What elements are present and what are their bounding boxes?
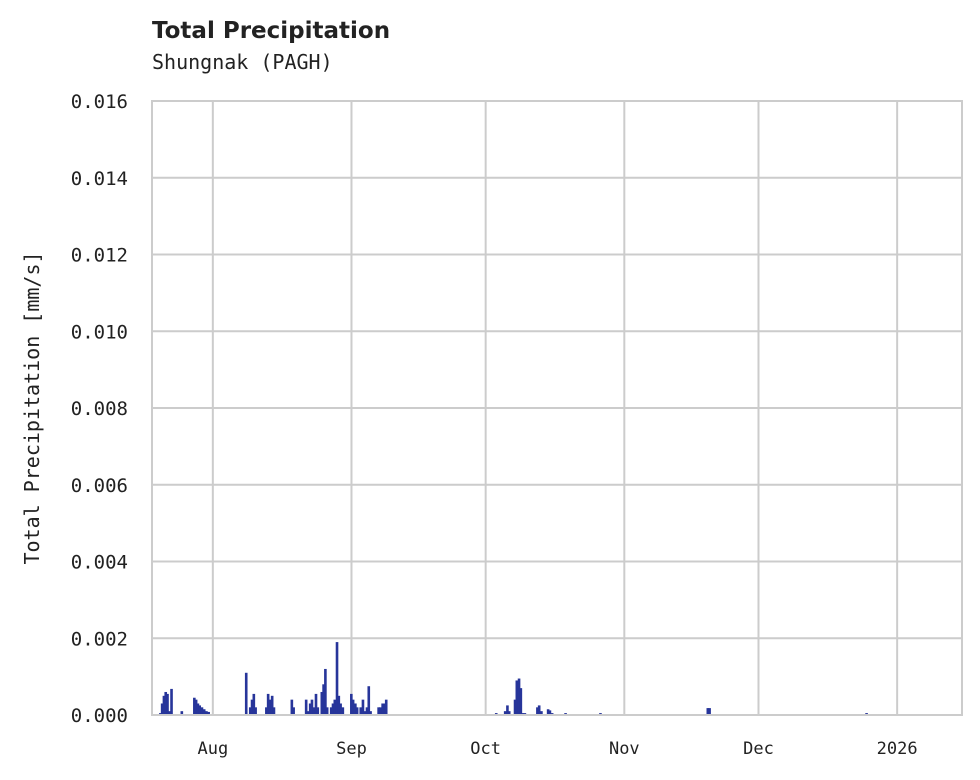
x-tick-label: Nov xyxy=(609,739,640,759)
bar xyxy=(536,707,539,715)
y-tick-label: 0.012 xyxy=(71,245,128,267)
bar xyxy=(270,695,274,715)
bar xyxy=(708,708,711,715)
bar xyxy=(304,699,308,715)
y-tick-label: 0.010 xyxy=(71,321,128,343)
bar xyxy=(170,688,173,715)
bar xyxy=(166,693,169,715)
bar xyxy=(335,642,339,715)
bar xyxy=(308,703,312,715)
bar xyxy=(180,711,184,715)
chart-subtitle: Shungnak (PAGH) xyxy=(152,50,333,74)
bar xyxy=(331,703,335,715)
bar xyxy=(354,703,357,715)
bar xyxy=(272,707,276,715)
bar xyxy=(361,699,365,715)
bar xyxy=(290,699,294,715)
bar xyxy=(266,693,270,715)
bar xyxy=(205,711,208,715)
bar xyxy=(310,699,314,715)
bar xyxy=(325,707,329,715)
bar xyxy=(320,691,324,715)
bar xyxy=(359,707,363,715)
bar xyxy=(164,691,168,715)
bar xyxy=(507,711,511,715)
bar xyxy=(377,707,380,715)
bar xyxy=(503,711,507,715)
bar xyxy=(517,678,521,715)
chart-title: Total Precipitation xyxy=(152,18,391,44)
bar xyxy=(351,699,355,715)
plot-frame xyxy=(151,100,963,716)
y-tick-label: 0.014 xyxy=(71,168,128,190)
bar xyxy=(167,711,171,715)
bar xyxy=(316,707,320,715)
bar xyxy=(202,709,206,715)
bar xyxy=(519,688,523,715)
bar xyxy=(254,707,257,715)
bar xyxy=(381,703,384,715)
bar xyxy=(706,708,710,715)
bar xyxy=(198,705,202,715)
bar xyxy=(515,680,519,715)
x-tick-label: Sep xyxy=(336,739,367,759)
bar xyxy=(548,710,552,715)
bar xyxy=(265,707,268,715)
bar xyxy=(269,699,272,715)
bar xyxy=(200,707,204,715)
bar xyxy=(292,707,295,715)
bar xyxy=(252,693,256,715)
bar xyxy=(193,697,196,715)
bar xyxy=(322,684,325,715)
x-tick-label: Dec xyxy=(743,739,774,759)
bar xyxy=(196,703,200,715)
bar xyxy=(341,707,345,715)
precipitation-bars xyxy=(159,642,868,715)
y-tick-label: 0.016 xyxy=(71,91,128,113)
x-tick-label: Oct xyxy=(470,739,501,759)
bar xyxy=(160,703,164,715)
bar xyxy=(329,707,333,715)
x-tick-label: Aug xyxy=(197,739,228,759)
bar xyxy=(379,707,382,715)
bar xyxy=(248,707,252,715)
y-axis-ticks: 0.000 0.002 0.004 0.006 0.008 0.010 0.012 0.014… xyxy=(71,91,128,727)
bar xyxy=(333,699,337,715)
bar xyxy=(350,693,353,715)
bar xyxy=(367,686,371,715)
bar xyxy=(363,711,367,715)
bar xyxy=(162,695,166,715)
x-tick-label: 2026 xyxy=(877,739,918,759)
y-tick-label: 0.002 xyxy=(71,628,128,650)
bar xyxy=(207,711,210,715)
bar xyxy=(513,699,517,715)
y-tick-label: 0.006 xyxy=(71,475,128,497)
bar xyxy=(314,693,318,715)
bar xyxy=(339,703,342,715)
bar xyxy=(369,711,372,715)
bar xyxy=(324,668,327,715)
bar xyxy=(384,699,388,715)
y-tick-label: 0.008 xyxy=(71,398,128,420)
bar xyxy=(537,705,541,715)
x-axis-ticks: Aug Sep Oct Nov Dec 2026 xyxy=(197,739,917,759)
y-tick-label: 0.004 xyxy=(71,552,128,574)
bar xyxy=(337,695,341,715)
bar xyxy=(540,711,543,715)
bar xyxy=(506,705,509,715)
y-axis-label: Total Precipitation [mm/s] xyxy=(20,251,44,564)
bar xyxy=(546,709,550,715)
bar xyxy=(312,707,316,715)
gridlines xyxy=(152,100,962,716)
bar xyxy=(250,699,254,715)
bar xyxy=(365,707,369,715)
bar xyxy=(194,699,198,715)
y-tick-label: 0.000 xyxy=(71,705,128,727)
bar xyxy=(355,707,359,715)
bar xyxy=(244,672,248,715)
bar xyxy=(306,711,310,715)
bar xyxy=(383,703,386,715)
